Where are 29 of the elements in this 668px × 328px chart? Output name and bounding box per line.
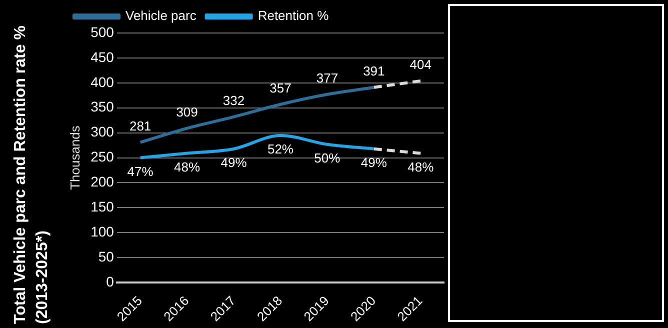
legend-label: Retention % xyxy=(258,8,330,24)
data-label: 404 xyxy=(410,56,432,72)
y-tick-label: 100 xyxy=(90,223,114,240)
y-tick-label: 300 xyxy=(90,124,114,140)
data-label: 47% xyxy=(127,164,154,179)
data-label: 281 xyxy=(129,118,152,134)
data-label: 357 xyxy=(270,80,292,96)
data-label: 48% xyxy=(174,159,200,174)
y-tick-label: 500 xyxy=(90,24,114,40)
data-label: 52% xyxy=(267,142,294,157)
text: Total Vehicle parc and Retention rate % (2013-2025*) xyxy=(11,24,52,324)
data-label: 391 xyxy=(363,63,385,78)
data-label: 48% xyxy=(408,159,434,174)
data-label: 309 xyxy=(176,104,198,120)
legend-label: Vehicle parc xyxy=(126,8,197,24)
data-label: 332 xyxy=(222,92,245,108)
y-tick-label: 400 xyxy=(90,74,114,90)
data-label: 50% xyxy=(314,150,341,166)
data-label: 49% xyxy=(360,154,388,170)
y-tick-label: 50 xyxy=(98,248,114,264)
y-tick-label: 350 xyxy=(90,98,114,115)
y-tick-label: 0 xyxy=(106,273,114,290)
y-tick-label: 200 xyxy=(90,174,114,190)
data-label: 377 xyxy=(316,70,338,86)
y-tick-label: 450 xyxy=(90,48,114,65)
data-label: 49% xyxy=(220,154,248,170)
y-tick-label: 250 xyxy=(90,148,114,165)
y-axis-title: Thousands xyxy=(67,125,82,190)
y-tick-label: 150 xyxy=(90,198,114,215)
